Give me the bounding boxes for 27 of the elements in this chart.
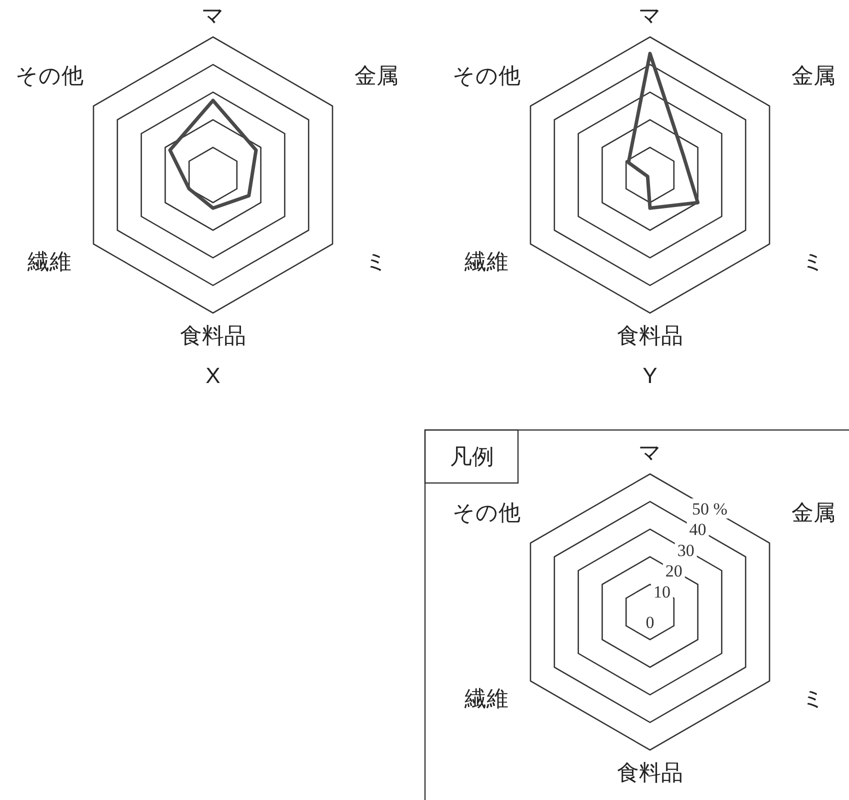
spoke-label: 金属 xyxy=(354,63,398,88)
spoke-label: 繊維 xyxy=(464,686,509,711)
text: Y xyxy=(642,363,658,388)
y-tick-label: 30 xyxy=(677,540,694,560)
spoke-label: 金属 xyxy=(791,500,836,525)
spoke-label: ミ xyxy=(802,686,825,711)
spoke-label: その他 xyxy=(16,63,84,88)
text: X xyxy=(206,363,221,388)
spoke-label: 食料品 xyxy=(617,323,683,348)
spoke-label: 食料品 xyxy=(617,760,683,785)
spoke-label: 繊維 xyxy=(26,249,72,274)
chart-title: 凡例 xyxy=(450,444,494,469)
y-tick-label: 10 xyxy=(653,582,670,602)
spoke-label: ミ xyxy=(802,249,825,274)
y-tick-label: 50 % xyxy=(692,500,728,518)
spoke-label: 繊維 xyxy=(464,249,509,274)
spoke-label: マ xyxy=(202,3,224,28)
spoke-label: ミ xyxy=(364,249,388,274)
spoke-label: マ xyxy=(638,440,662,465)
y-tick-label: 40 xyxy=(689,520,706,540)
spoke-label: 金属 xyxy=(791,63,836,88)
spoke-label: 食料品 xyxy=(180,323,246,348)
y-tick-label: 0 xyxy=(646,613,654,632)
spoke-label: マ xyxy=(638,3,662,28)
spoke-label: その他 xyxy=(452,63,521,88)
y-tick-label: 20 xyxy=(665,562,682,581)
spoke-label: その他 xyxy=(452,500,521,525)
